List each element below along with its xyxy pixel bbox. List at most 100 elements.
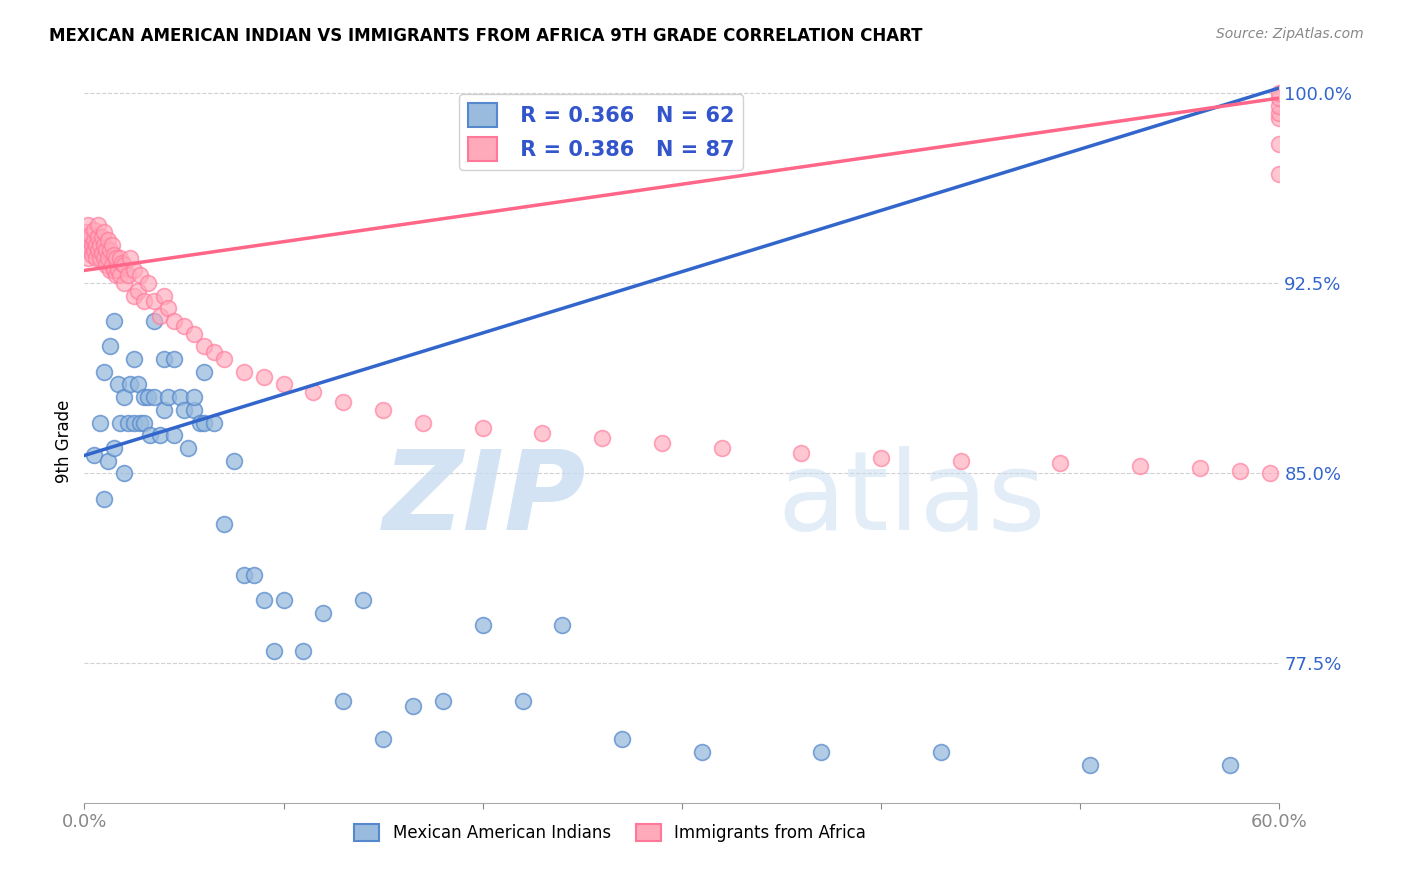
Point	[117, 268, 139, 283]
Point	[1268, 167, 1291, 181]
Point	[77, 233, 100, 247]
Point	[352, 593, 374, 607]
Legend: Mexican American Indians, Immigrants from Africa: Mexican American Indians, Immigrants fro…	[347, 817, 873, 848]
Point	[129, 416, 152, 430]
Point	[79, 243, 101, 257]
Point	[471, 618, 494, 632]
Point	[1268, 98, 1291, 112]
Point	[157, 301, 180, 316]
Point	[1268, 91, 1291, 105]
Point	[91, 245, 114, 260]
Point	[103, 263, 125, 277]
Point	[86, 238, 108, 252]
Point	[93, 491, 115, 506]
Point	[97, 453, 120, 467]
Point	[91, 230, 114, 244]
Point	[143, 390, 166, 404]
Point	[136, 276, 159, 290]
Point	[710, 441, 733, 455]
Point	[122, 352, 145, 367]
Point	[402, 699, 425, 714]
Point	[110, 416, 132, 430]
Point	[98, 243, 121, 257]
Point	[89, 251, 111, 265]
Point	[1049, 456, 1071, 470]
Point	[153, 289, 176, 303]
Point	[1219, 757, 1241, 772]
Point	[111, 256, 134, 270]
Point	[169, 390, 191, 404]
Point	[373, 402, 395, 417]
Point	[232, 365, 254, 379]
Text: ZIP: ZIP	[382, 446, 586, 553]
Point	[110, 268, 132, 283]
Point	[163, 352, 186, 367]
Point	[512, 694, 534, 708]
Point	[107, 377, 129, 392]
Point	[273, 377, 295, 392]
Point	[1229, 464, 1251, 478]
Point	[212, 516, 235, 531]
Point	[110, 251, 132, 265]
Point	[551, 618, 574, 632]
Point	[188, 416, 211, 430]
Point	[122, 289, 145, 303]
Point	[105, 268, 128, 283]
Point	[1188, 461, 1211, 475]
Point	[127, 377, 149, 392]
Point	[87, 243, 110, 257]
Point	[98, 263, 121, 277]
Point	[153, 402, 176, 417]
Point	[93, 365, 115, 379]
Point	[96, 258, 118, 272]
Point	[790, 446, 813, 460]
Point	[232, 567, 254, 582]
Point	[103, 441, 125, 455]
Point	[302, 385, 325, 400]
Point	[690, 745, 713, 759]
Point	[163, 314, 186, 328]
Point	[253, 370, 276, 384]
Point	[1258, 467, 1281, 481]
Point	[101, 238, 124, 252]
Point	[273, 593, 295, 607]
Point	[122, 263, 145, 277]
Point	[82, 238, 104, 252]
Point	[132, 416, 156, 430]
Point	[120, 251, 142, 265]
Point	[93, 251, 115, 265]
Point	[89, 416, 111, 430]
Point	[98, 339, 121, 353]
Point	[212, 352, 235, 367]
Point	[97, 233, 120, 247]
Point	[75, 226, 97, 240]
Point	[193, 365, 215, 379]
Point	[112, 276, 135, 290]
Point	[87, 218, 110, 232]
Point	[432, 694, 454, 708]
Point	[107, 263, 129, 277]
Point	[173, 319, 195, 334]
Point	[149, 428, 172, 442]
Point	[1078, 757, 1101, 772]
Point	[79, 227, 101, 242]
Text: Source: ZipAtlas.com: Source: ZipAtlas.com	[1216, 27, 1364, 41]
Point	[242, 567, 264, 582]
Point	[112, 467, 135, 481]
Point	[183, 390, 205, 404]
Point	[412, 416, 434, 430]
Point	[651, 435, 673, 450]
Point	[132, 390, 156, 404]
Point	[103, 248, 125, 262]
Point	[202, 416, 225, 430]
Point	[471, 420, 494, 434]
Point	[202, 344, 225, 359]
Point	[82, 248, 104, 262]
Point	[75, 238, 97, 252]
Point	[163, 428, 186, 442]
Point	[1268, 106, 1291, 120]
Point	[139, 428, 162, 442]
Point	[77, 251, 100, 265]
Y-axis label: 9th Grade: 9th Grade	[55, 400, 73, 483]
Point	[129, 268, 152, 283]
